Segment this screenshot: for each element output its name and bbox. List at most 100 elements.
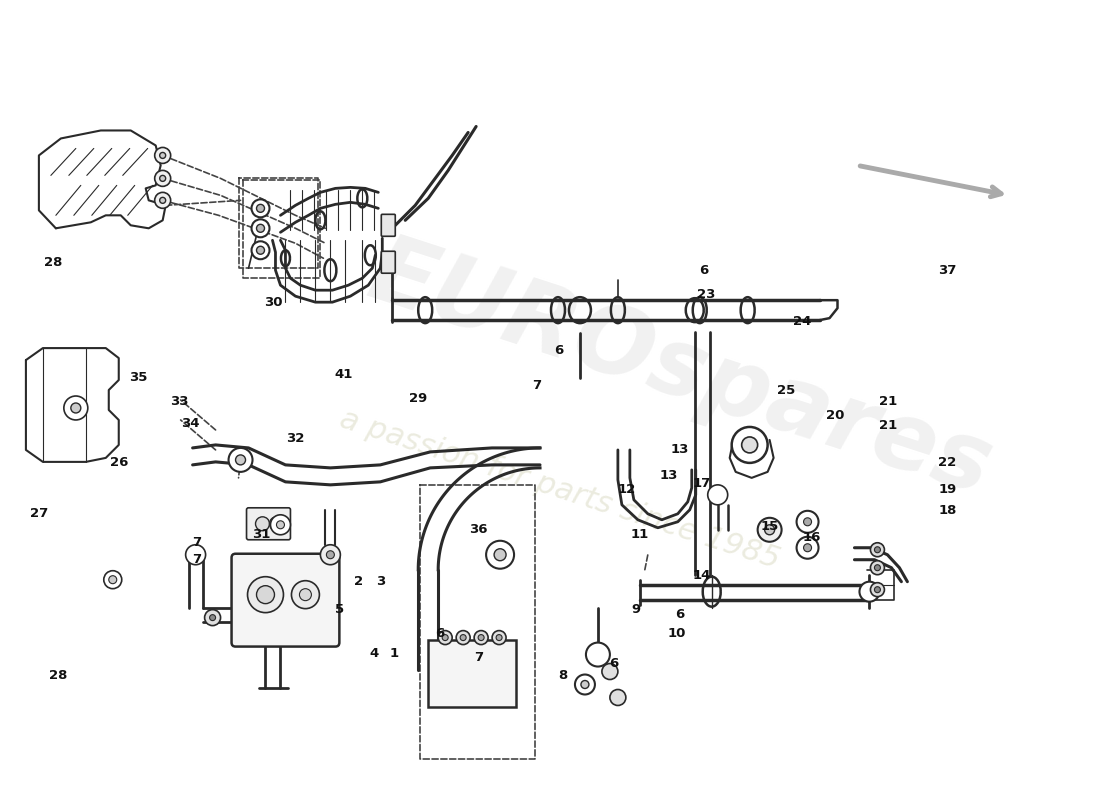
Text: 32: 32 bbox=[286, 432, 305, 445]
Circle shape bbox=[327, 550, 334, 558]
Circle shape bbox=[474, 630, 488, 645]
Circle shape bbox=[292, 581, 319, 609]
Circle shape bbox=[874, 565, 880, 570]
Text: 23: 23 bbox=[696, 288, 715, 301]
Circle shape bbox=[64, 396, 88, 420]
Circle shape bbox=[155, 170, 170, 186]
Text: 5: 5 bbox=[334, 602, 343, 616]
Text: 21: 21 bbox=[879, 419, 898, 432]
Circle shape bbox=[276, 521, 285, 529]
Circle shape bbox=[252, 199, 270, 218]
Circle shape bbox=[581, 681, 589, 689]
Circle shape bbox=[732, 427, 768, 463]
Text: 4: 4 bbox=[370, 646, 378, 660]
Circle shape bbox=[186, 545, 206, 565]
Circle shape bbox=[707, 485, 728, 505]
Text: 28: 28 bbox=[48, 669, 67, 682]
Text: 36: 36 bbox=[470, 523, 488, 536]
Circle shape bbox=[160, 198, 166, 203]
Text: 22: 22 bbox=[938, 456, 957, 469]
Circle shape bbox=[210, 614, 216, 621]
FancyBboxPatch shape bbox=[232, 554, 340, 646]
Text: 34: 34 bbox=[180, 418, 199, 430]
Circle shape bbox=[796, 537, 818, 558]
Text: 6: 6 bbox=[675, 607, 684, 621]
Text: 18: 18 bbox=[938, 504, 957, 517]
Circle shape bbox=[796, 511, 818, 533]
Circle shape bbox=[160, 175, 166, 182]
Text: 41: 41 bbox=[334, 368, 353, 381]
Circle shape bbox=[320, 545, 340, 565]
Circle shape bbox=[492, 630, 506, 645]
Circle shape bbox=[229, 448, 253, 472]
Text: 7: 7 bbox=[532, 379, 541, 392]
Text: 8: 8 bbox=[559, 669, 568, 682]
Text: 15: 15 bbox=[760, 520, 779, 533]
Circle shape bbox=[299, 589, 311, 601]
Text: 6: 6 bbox=[609, 657, 618, 670]
Circle shape bbox=[874, 586, 880, 593]
Text: 24: 24 bbox=[793, 315, 812, 328]
Circle shape bbox=[609, 690, 626, 706]
Text: 27: 27 bbox=[31, 507, 48, 520]
Circle shape bbox=[160, 153, 166, 158]
Circle shape bbox=[478, 634, 484, 641]
Circle shape bbox=[870, 561, 884, 574]
Circle shape bbox=[103, 570, 122, 589]
Circle shape bbox=[255, 517, 270, 530]
Text: 14: 14 bbox=[692, 569, 711, 582]
Text: 29: 29 bbox=[409, 392, 428, 405]
Circle shape bbox=[870, 542, 884, 557]
Circle shape bbox=[155, 147, 170, 163]
Text: 17: 17 bbox=[692, 478, 711, 490]
Circle shape bbox=[602, 663, 618, 679]
Text: 35: 35 bbox=[129, 371, 147, 384]
Text: 11: 11 bbox=[631, 528, 649, 541]
FancyBboxPatch shape bbox=[382, 214, 395, 236]
Text: EUROspares: EUROspares bbox=[356, 226, 1002, 514]
Circle shape bbox=[586, 642, 609, 666]
Circle shape bbox=[235, 455, 245, 465]
Circle shape bbox=[442, 634, 448, 641]
Circle shape bbox=[256, 246, 264, 254]
Circle shape bbox=[271, 515, 290, 534]
Text: 6: 6 bbox=[700, 264, 708, 277]
Text: a passion for parts since 1985: a passion for parts since 1985 bbox=[337, 405, 783, 575]
FancyBboxPatch shape bbox=[382, 251, 395, 274]
Circle shape bbox=[460, 634, 466, 641]
Text: 37: 37 bbox=[938, 264, 957, 277]
Circle shape bbox=[252, 219, 270, 238]
FancyBboxPatch shape bbox=[246, 508, 290, 540]
Circle shape bbox=[874, 546, 880, 553]
Text: 25: 25 bbox=[777, 384, 795, 397]
Text: 6: 6 bbox=[436, 626, 444, 640]
Circle shape bbox=[870, 582, 884, 597]
Text: 7: 7 bbox=[191, 536, 201, 549]
Circle shape bbox=[804, 544, 812, 552]
Circle shape bbox=[256, 204, 264, 212]
Circle shape bbox=[270, 517, 284, 530]
Circle shape bbox=[804, 518, 812, 526]
Text: 2: 2 bbox=[354, 574, 363, 588]
Circle shape bbox=[252, 242, 270, 259]
Circle shape bbox=[109, 576, 117, 584]
Text: 33: 33 bbox=[169, 395, 188, 408]
Text: 28: 28 bbox=[44, 256, 62, 269]
Text: 12: 12 bbox=[618, 483, 636, 496]
Text: 13: 13 bbox=[659, 470, 678, 482]
Circle shape bbox=[575, 674, 595, 694]
Text: 3: 3 bbox=[376, 574, 385, 588]
Text: 31: 31 bbox=[252, 528, 271, 541]
Circle shape bbox=[496, 634, 502, 641]
Text: 21: 21 bbox=[879, 395, 898, 408]
Circle shape bbox=[438, 630, 452, 645]
Text: 13: 13 bbox=[670, 443, 689, 456]
Text: 7: 7 bbox=[474, 651, 483, 665]
Circle shape bbox=[486, 541, 514, 569]
Text: 1: 1 bbox=[389, 646, 398, 660]
Circle shape bbox=[248, 577, 284, 613]
Circle shape bbox=[256, 224, 264, 232]
Circle shape bbox=[155, 192, 170, 208]
Text: 6: 6 bbox=[554, 344, 563, 357]
Text: 10: 10 bbox=[667, 627, 685, 641]
